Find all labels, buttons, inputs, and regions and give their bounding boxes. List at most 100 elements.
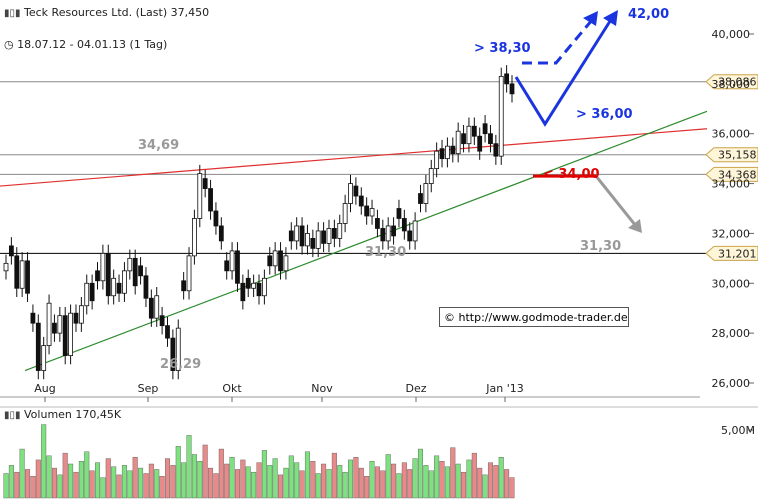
- volume-bar: [294, 462, 300, 499]
- blue-up-arrow: [514, 17, 614, 127]
- volume-bar: [369, 461, 375, 499]
- candle-body: [170, 337, 176, 371]
- volume-bar: [380, 470, 386, 499]
- volume-bar: [245, 466, 251, 499]
- volume-bar: [14, 471, 20, 499]
- volume-bar: [428, 470, 434, 499]
- volume-bar: [261, 450, 267, 499]
- volume-bar: [148, 463, 154, 499]
- candle-body: [407, 230, 413, 242]
- annotation-label: 34,69: [138, 138, 179, 153]
- candle-body: [466, 125, 472, 145]
- volume-bar: [391, 463, 397, 499]
- candle-body: [321, 230, 326, 244]
- volume-bar: [138, 467, 144, 499]
- candle-body: [364, 205, 370, 217]
- volume-bar: [68, 463, 74, 499]
- volume-bar: [466, 459, 472, 499]
- candle-body: [439, 148, 445, 160]
- candle-body: [493, 143, 499, 157]
- volume-bar: [3, 473, 9, 499]
- candle-body: [208, 188, 213, 212]
- volume-bar: [234, 469, 240, 499]
- candle-body: [396, 208, 402, 219]
- volume-bar: [19, 448, 25, 499]
- volume-bar: [444, 466, 450, 499]
- candle-body: [95, 270, 100, 282]
- volume-bar: [288, 455, 294, 499]
- volume-bar: [116, 474, 122, 499]
- volume-bar: [89, 470, 95, 499]
- volume-bar: [143, 473, 149, 499]
- credit-box[interactable]: © http://www.godmode-trader.de: [439, 307, 629, 327]
- candle-body: [73, 312, 79, 324]
- grey-arrowhead: [628, 219, 642, 233]
- candle-body: [62, 315, 68, 356]
- volume-bar: [326, 469, 332, 499]
- volume-bar: [175, 446, 181, 499]
- candle-body: [175, 327, 181, 371]
- volume-bar: [304, 451, 310, 499]
- volume-icon: ▮▯▮: [4, 410, 21, 421]
- candle-body: [181, 280, 187, 292]
- volume-bar: [374, 466, 380, 499]
- volume-header: ▮▯▮ Volumen 170,45K: [4, 408, 121, 421]
- bars-icon: ▮▯▮: [4, 8, 21, 19]
- x-tick-label: Dez: [405, 382, 426, 395]
- volume-bar: [477, 467, 483, 499]
- annotation-label: 26,29: [160, 357, 201, 372]
- candle-body: [30, 312, 36, 324]
- candle-body: [342, 203, 348, 224]
- candle-body: [294, 225, 300, 242]
- volume-bar: [385, 454, 391, 499]
- volume-bar: [278, 474, 284, 499]
- candle-body: [25, 260, 30, 294]
- volume-bar: [353, 457, 359, 499]
- volume-bar: [240, 459, 246, 499]
- clock-icon: ◷: [4, 38, 14, 51]
- candle-body: [19, 260, 25, 289]
- candle-body: [337, 223, 343, 239]
- candle-body: [218, 225, 224, 242]
- volume-bar: [51, 467, 57, 499]
- volume-bar: [267, 465, 273, 499]
- volume-bar: [461, 471, 467, 499]
- price-tag-label: 31,201: [718, 247, 757, 260]
- volume-bar: [504, 469, 510, 499]
- price-tag: [705, 166, 758, 182]
- candle-body: [235, 250, 240, 284]
- candle-body: [504, 73, 510, 85]
- volume-bar: [509, 477, 515, 499]
- y-tick-label: 28,000: [712, 327, 751, 340]
- volume-bar: [197, 461, 203, 499]
- candle-body: [482, 123, 488, 135]
- candle-body: [445, 145, 450, 160]
- volume-bar: [229, 457, 235, 499]
- candle-body: [89, 282, 95, 302]
- volume-bar: [423, 465, 429, 499]
- candle-body: [57, 315, 63, 334]
- forecast-arrows: [514, 10, 642, 233]
- volume-bar: [73, 471, 79, 499]
- candle-body: [315, 230, 321, 249]
- candle-body: [434, 150, 440, 170]
- candle-body: [8, 245, 14, 257]
- candle-body: [401, 218, 407, 232]
- candle-body: [461, 133, 466, 145]
- volume-bar: [450, 447, 456, 499]
- volume-bar: [35, 459, 41, 499]
- volume-bar: [57, 474, 63, 499]
- volume-bar: [218, 448, 224, 499]
- candle-body: [288, 230, 294, 242]
- candle-body: [68, 312, 73, 356]
- volume-bar: [191, 454, 197, 499]
- candle-body: [380, 228, 386, 242]
- candle-body: [391, 225, 396, 237]
- candle-body: [154, 295, 160, 319]
- candle-body: [213, 210, 219, 227]
- candle-body: [127, 257, 133, 272]
- volume-bar: [471, 452, 477, 499]
- volume-label: Volumen 170,45K: [24, 408, 122, 421]
- volume-bar: [272, 458, 278, 499]
